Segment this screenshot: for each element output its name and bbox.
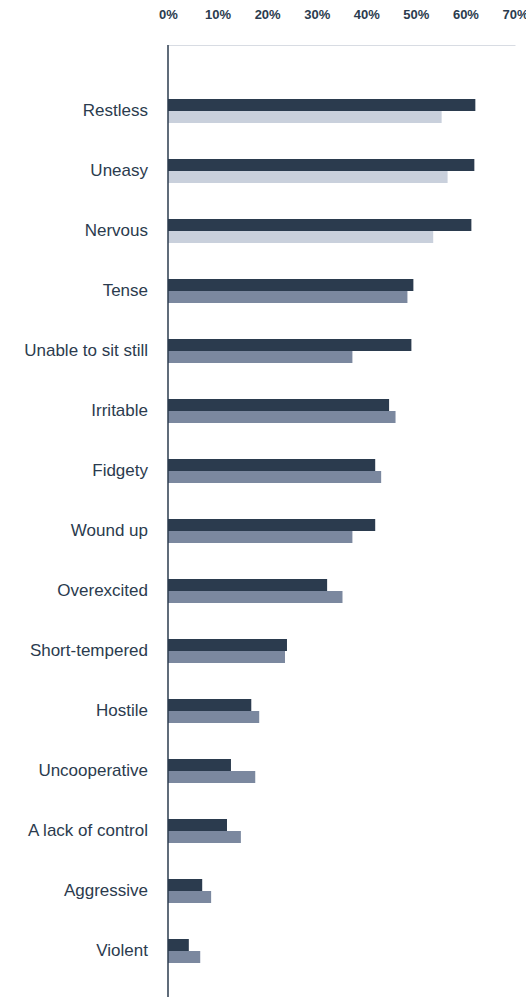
bar [168, 219, 471, 231]
x-tick: 30% [304, 7, 330, 45]
x-tick: 20% [255, 7, 281, 45]
chart-svg: 0% 10% 20% 30% 40% 50% 60% 70% Restless Uneasy Ner… [0, 0, 526, 999]
y-tick: Short-tempered [30, 641, 168, 660]
y-tick: Uncooperative [38, 761, 168, 780]
category-label: Uncooperative [38, 761, 148, 780]
category-label: Fidgety [92, 461, 148, 480]
y-axis: Restless Uneasy Nervous Tense Unable to sit … [24, 45, 168, 997]
x-tick: 10% [205, 7, 231, 45]
category-label: Short-tempered [30, 641, 148, 660]
x-tick-label: 0% [159, 7, 178, 22]
x-tick-label: 40% [354, 7, 380, 22]
bar [168, 639, 287, 651]
bar [168, 339, 411, 351]
y-tick: Wound up [71, 521, 168, 540]
y-tick: Uneasy [90, 161, 168, 180]
bar [168, 351, 352, 363]
bar [168, 711, 259, 723]
category-label: Nervous [85, 221, 148, 240]
plot-area [168, 99, 475, 963]
bar [168, 759, 231, 771]
bar [168, 171, 448, 183]
bar [168, 819, 227, 831]
y-tick: Violent [96, 941, 168, 960]
y-axis-line [167, 45, 169, 997]
x-axis-line [169, 45, 516, 46]
bar [168, 411, 396, 423]
category-label: Unable to sit still [24, 341, 148, 360]
bar [168, 279, 413, 291]
bar [168, 111, 442, 123]
y-tick: Fidgety [92, 461, 168, 480]
bar [168, 519, 375, 531]
bar [168, 891, 211, 903]
x-tick: 70% [502, 7, 526, 45]
category-label: A lack of control [28, 821, 148, 840]
x-tick-label: 30% [304, 7, 330, 22]
category-label: Violent [96, 941, 148, 960]
y-tick: Irritable [91, 401, 168, 420]
bar [168, 951, 200, 963]
bar [168, 651, 285, 663]
y-tick: Hostile [96, 701, 168, 720]
y-tick: Overexcited [57, 581, 168, 600]
category-label: Overexcited [57, 581, 148, 600]
y-tick: Nervous [85, 221, 168, 240]
category-label: Irritable [91, 401, 148, 420]
category-label: Tense [103, 281, 148, 300]
x-tick-label: 50% [403, 7, 429, 22]
y-tick: Restless [83, 101, 168, 120]
x-tick-label: 20% [255, 7, 281, 22]
x-tick: 0% [159, 7, 178, 45]
y-tick: Aggressive [64, 881, 168, 900]
bar [168, 771, 255, 783]
bar [168, 399, 389, 411]
x-tick-label: 70% [502, 7, 526, 22]
y-tick: Tense [103, 281, 168, 300]
bar [168, 831, 241, 843]
category-label: Aggressive [64, 881, 148, 900]
x-tick: 40% [354, 7, 380, 45]
x-tick: 50% [403, 7, 429, 45]
y-tick: Unable to sit still [24, 341, 168, 360]
bar-series [168, 111, 448, 963]
x-tick: 60% [453, 7, 479, 45]
category-label: Wound up [71, 521, 148, 540]
category-label: Uneasy [90, 161, 148, 180]
bar [168, 231, 433, 243]
chart-container: 0% 10% 20% 30% 40% 50% 60% 70% Restless Uneasy Ner… [0, 0, 526, 999]
y-tick: A lack of control [28, 821, 168, 840]
bar-series [168, 99, 475, 951]
bar [168, 579, 327, 591]
x-tick-label: 60% [453, 7, 479, 22]
bar [168, 159, 474, 171]
bar [168, 591, 342, 603]
bar [168, 531, 352, 543]
bar [168, 879, 202, 891]
category-label: Restless [83, 101, 148, 120]
bar [168, 699, 251, 711]
category-label: Hostile [96, 701, 148, 720]
bar [168, 939, 189, 951]
x-axis: 0% 10% 20% 30% 40% 50% 60% 70% [159, 7, 526, 46]
bar [168, 291, 407, 303]
bar [168, 99, 475, 111]
bar [168, 459, 375, 471]
x-tick-label: 10% [205, 7, 231, 22]
bar [168, 471, 381, 483]
